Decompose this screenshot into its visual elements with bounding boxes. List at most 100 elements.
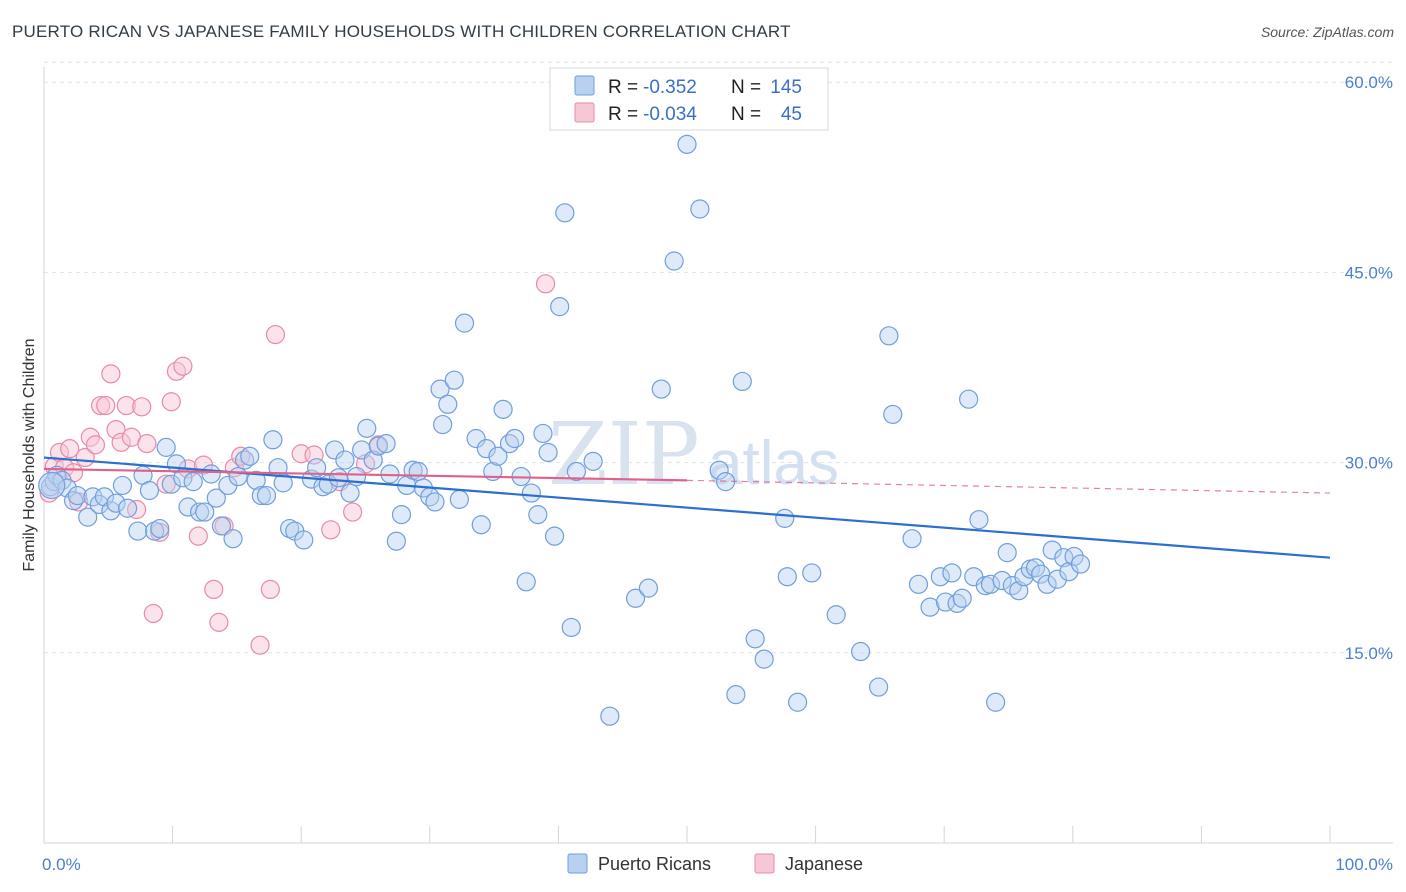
puerto-rican-point-88 bbox=[544, 526, 565, 546]
puerto-rican-point-117 bbox=[908, 574, 929, 594]
puerto-rican-point-123 bbox=[952, 588, 972, 608]
puerto-rican-point-138 bbox=[1037, 574, 1057, 594]
stats-n-value-2: 45 bbox=[781, 104, 802, 125]
puerto-rican-point-58 bbox=[376, 433, 396, 454]
puerto-rican-point-90 bbox=[555, 203, 575, 223]
chart-title: PUERTO RICAN VS JAPANESE FAMILY HOUSEHOL… bbox=[12, 22, 791, 41]
puerto-rican-point-83 bbox=[516, 572, 536, 592]
puerto-rican-point-108 bbox=[777, 567, 797, 587]
x-tick-labels: 0.0% 100.0% bbox=[42, 855, 1393, 874]
puerto-rican-point-113 bbox=[869, 677, 889, 697]
puerto-rican-point-93 bbox=[583, 451, 603, 471]
puerto-rican-point-37 bbox=[251, 485, 271, 506]
puerto-rican-point-131 bbox=[997, 543, 1017, 563]
puerto-rican-point-55 bbox=[357, 418, 377, 438]
puerto-rican-point-124 bbox=[959, 389, 979, 409]
puerto-rican-point-61 bbox=[391, 504, 412, 525]
japanese-point-38 bbox=[304, 445, 324, 465]
puerto-rican-point-29 bbox=[206, 488, 226, 508]
puerto-rican-point-136 bbox=[1025, 558, 1046, 578]
puerto-rican-point-95 bbox=[625, 588, 646, 608]
puerto-rican-point-44 bbox=[294, 530, 314, 550]
watermark-zip: ZIP bbox=[548, 405, 700, 505]
puerto-rican-point-15 bbox=[128, 521, 148, 541]
puerto-rican-point-30 bbox=[211, 516, 232, 536]
puerto-rican-point-105 bbox=[745, 629, 765, 649]
stats-r-value-1: -0.352 bbox=[643, 77, 697, 98]
japanese-point-34 bbox=[250, 635, 270, 655]
japanese-point-4 bbox=[60, 439, 80, 459]
puerto-rican-point-103 bbox=[726, 685, 746, 705]
y-tick-labels: 15.0% 30.0% 45.0% 60.0% bbox=[1345, 73, 1393, 663]
y-axis-label: Family Households with Children bbox=[21, 339, 38, 572]
puerto-rican-point-69 bbox=[433, 414, 453, 435]
puerto-rican-point-6 bbox=[67, 485, 88, 506]
puerto-rican-point-89 bbox=[550, 297, 570, 317]
puerto-rican-point-111 bbox=[826, 605, 846, 625]
puerto-rican-point-32 bbox=[223, 529, 243, 549]
puerto-rican-point-74 bbox=[466, 428, 486, 449]
japanese-trend-extension bbox=[686, 479, 1331, 494]
puerto-rican-point-119 bbox=[930, 567, 950, 587]
puerto-rican-point-7 bbox=[78, 507, 98, 527]
puerto-rican-point-72 bbox=[449, 489, 469, 509]
puerto-rican-point-68 bbox=[430, 379, 450, 399]
watermark: ZIP atlas bbox=[548, 405, 839, 505]
japanese-point-25 bbox=[173, 356, 193, 376]
japanese-point-29 bbox=[204, 579, 224, 600]
puerto-rican-point-104 bbox=[732, 371, 752, 392]
puerto-rican-point-67 bbox=[425, 492, 445, 512]
y-tick-label-1: 30.0% bbox=[1345, 454, 1393, 473]
puerto-rican-point-50 bbox=[328, 468, 349, 488]
japanese-points bbox=[39, 274, 556, 655]
japanese-point-18 bbox=[132, 397, 152, 417]
puerto-rican-point-42 bbox=[280, 518, 300, 539]
stats-box: R = -0.352 N = 145 R = -0.034 N = 45 bbox=[549, 67, 829, 131]
stats-n-value-1: 145 bbox=[770, 77, 802, 98]
stats-r-label-2: R = bbox=[608, 104, 638, 125]
puerto-rican-point-94 bbox=[600, 706, 620, 726]
puerto-rican-point-13 bbox=[112, 475, 133, 496]
puerto-rican-point-84 bbox=[521, 483, 541, 503]
legend: Puerto Ricans Japanese bbox=[567, 853, 863, 874]
legend-swatch-japanese bbox=[754, 853, 775, 874]
puerto-rican-point-26 bbox=[190, 502, 210, 522]
puerto-rican-point-76 bbox=[476, 439, 496, 459]
puerto-rican-point-78 bbox=[488, 446, 508, 466]
japanese-point-41 bbox=[343, 502, 363, 522]
watermark-atlas: atlas bbox=[708, 429, 839, 498]
japanese-point-23 bbox=[161, 392, 181, 412]
puerto-rican-point-75 bbox=[471, 515, 491, 535]
puerto-rican-point-128 bbox=[980, 574, 1001, 594]
japanese-point-39 bbox=[321, 520, 341, 540]
puerto-rican-point-27 bbox=[195, 502, 215, 522]
japanese-point-36 bbox=[265, 324, 286, 345]
puerto-rican-point-98 bbox=[664, 251, 684, 271]
japanese-trend-line bbox=[43, 467, 688, 482]
puerto-rican-point-47 bbox=[313, 477, 333, 497]
puerto-rican-point-142 bbox=[1059, 562, 1079, 582]
puerto-rican-point-cluster bbox=[38, 471, 66, 500]
puerto-rican-point-112 bbox=[851, 641, 871, 662]
puerto-rican-point-140 bbox=[1047, 569, 1067, 589]
stats-r-label-1: R = bbox=[608, 77, 638, 98]
puerto-rican-point-96 bbox=[638, 578, 659, 598]
puerto-rican-point-101 bbox=[709, 460, 729, 480]
japanese-point-27 bbox=[188, 526, 208, 546]
puerto-rican-point-86 bbox=[533, 423, 553, 444]
stats-swatch-blue bbox=[574, 75, 595, 96]
legend-label-japanese: Japanese bbox=[785, 854, 863, 874]
puerto-rican-point-81 bbox=[505, 428, 525, 449]
puerto-rican-point-143 bbox=[1064, 546, 1084, 567]
puerto-rican-point-110 bbox=[802, 563, 822, 583]
x-tick-marks bbox=[43, 826, 1331, 843]
puerto-rican-point-129 bbox=[986, 692, 1006, 712]
legend-label-puerto-ricans: Puerto Ricans bbox=[598, 854, 711, 874]
japanese-point-35 bbox=[260, 579, 280, 600]
puerto-rican-point-85 bbox=[528, 504, 548, 525]
puerto-rican-point-139 bbox=[1042, 540, 1062, 560]
puerto-rican-point-109 bbox=[787, 692, 808, 712]
japanese-point-20 bbox=[143, 603, 163, 624]
puerto-rican-point-52 bbox=[340, 483, 360, 503]
